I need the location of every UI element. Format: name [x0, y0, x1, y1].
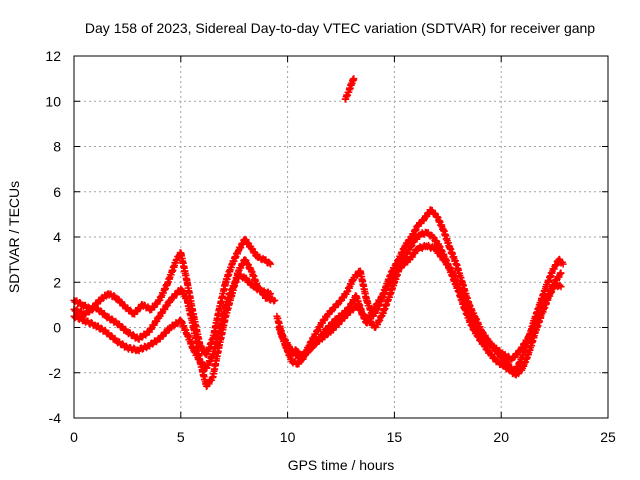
y-tick-label: 4 [53, 229, 61, 245]
data-points [70, 75, 567, 390]
series-markers [71, 256, 278, 390]
x-tick-label: 20 [493, 429, 509, 445]
x-tick-label: 10 [280, 429, 296, 445]
y-axis-label: SDTVAR / TECUs [6, 181, 22, 293]
y-tick-label: 2 [53, 274, 61, 290]
y-tick-label: 6 [53, 184, 61, 200]
x-tick-labels: 0 5 10 15 20 25 [70, 429, 616, 445]
x-tick-label: 0 [70, 429, 78, 445]
axis-ticks [73, 55, 609, 419]
x-tick-label: 5 [177, 429, 185, 445]
series-track [70, 271, 275, 372]
y-tick-label: -4 [49, 410, 62, 426]
y-tick-labels: -4 -2 0 2 4 6 8 10 12 [45, 48, 61, 426]
y-tick-label: 10 [45, 93, 61, 109]
series-markers [278, 241, 564, 363]
grid [74, 56, 608, 418]
y-tick-label: -2 [49, 365, 62, 381]
series-markers [71, 271, 273, 372]
x-tick-label: 25 [600, 429, 616, 445]
y-tick-label: 12 [45, 48, 61, 64]
y-tick-label: 8 [53, 139, 61, 155]
series-markers [342, 75, 357, 103]
chart-title: Day 158 of 2023, Sidereal Day-to-day VTE… [85, 20, 595, 36]
series-track [277, 241, 565, 363]
x-axis-label: GPS time / hours [288, 457, 395, 473]
series-track [341, 75, 358, 103]
y-tick-label: 0 [53, 320, 61, 336]
x-tick-label: 15 [387, 429, 403, 445]
